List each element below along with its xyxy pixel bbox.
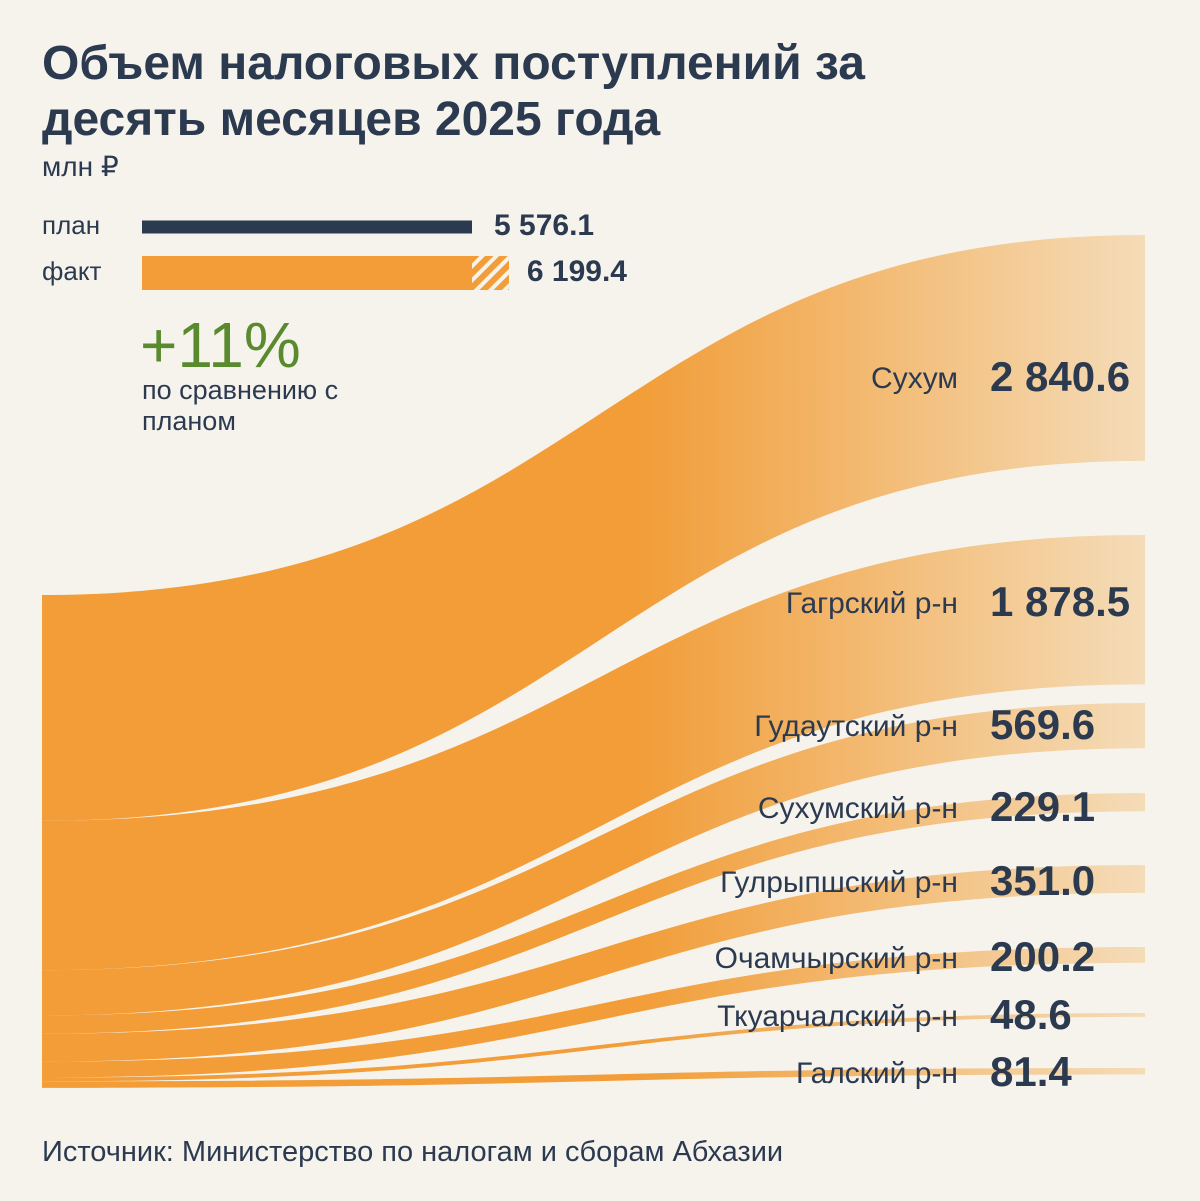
flow <box>42 1068 1145 1088</box>
bar-category-label: план <box>42 210 100 240</box>
bar-excess <box>472 256 509 290</box>
unit-label: млн ₽ <box>42 151 119 182</box>
flow-value-label: 569.6 <box>990 701 1095 748</box>
bar <box>142 220 472 234</box>
bar-category-label: факт <box>42 256 102 286</box>
bar <box>142 256 509 290</box>
source: Источник: Министерство по налогам и сбор… <box>42 1136 784 1168</box>
flow-value-label: 200.2 <box>990 933 1095 980</box>
flow <box>42 703 1145 1016</box>
flow <box>42 535 1145 971</box>
flow <box>42 947 1145 1078</box>
flow <box>42 235 1145 821</box>
chart-title: Объем налоговых поступлений за десять ме… <box>42 37 865 146</box>
flow-value-label: 2 840.6 <box>990 353 1130 400</box>
flow-label: Гагрский р-н <box>786 587 958 620</box>
flow <box>42 793 1145 1034</box>
flow-value-label: 229.1 <box>990 783 1095 830</box>
flow-value-label: 48.6 <box>990 991 1072 1038</box>
flow-label: Гудаутский р-н <box>754 710 958 743</box>
flow-label: Очамчырский р-н <box>715 942 958 975</box>
flow-label: Сухумский р-н <box>758 792 958 825</box>
annotation-value: +11% <box>140 309 301 381</box>
flow-label: Сухум <box>871 362 958 395</box>
flow-label: Гулрыпшский р-н <box>720 866 958 899</box>
flow-label: Галский р-н <box>796 1057 958 1090</box>
bar-value-label: 5 576.1 <box>494 209 594 242</box>
flow-value-label: 81.4 <box>990 1048 1072 1095</box>
flow <box>42 865 1145 1062</box>
annotation-text: по сравнению с планом <box>142 375 339 436</box>
flow-value-label: 1 878.5 <box>990 578 1130 625</box>
flow-label: Ткуарчалский р-н <box>717 1000 958 1033</box>
bar-value-label: 6 199.4 <box>527 255 627 288</box>
flow <box>42 1013 1145 1082</box>
flow-value-label: 351.0 <box>990 857 1095 904</box>
